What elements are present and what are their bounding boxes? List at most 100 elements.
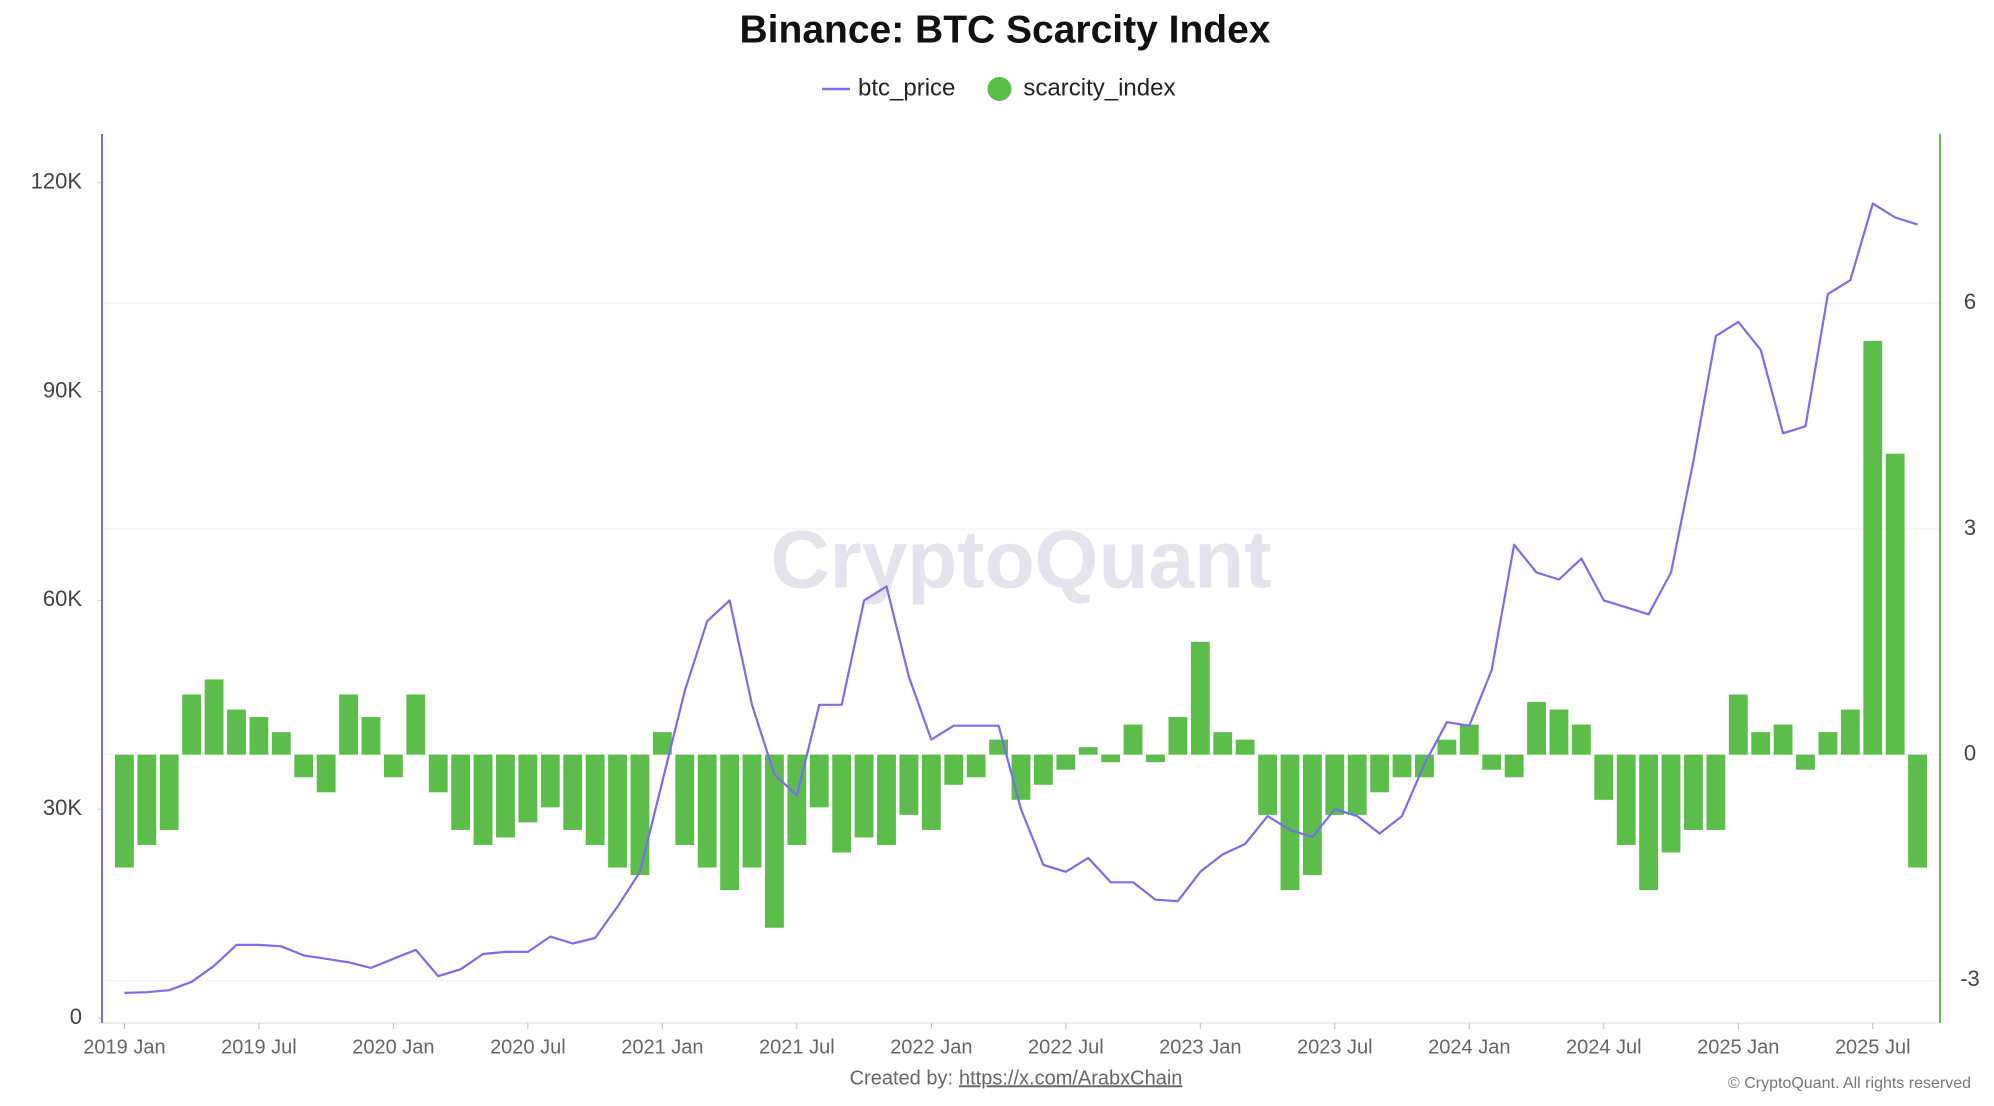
scarcity-bar [1325,754,1345,815]
scarcity-bar [271,732,291,755]
x-tick-label: 2024 Jan [1428,1036,1510,1058]
scarcity-bar [1773,724,1793,755]
chart-title: Binance: BTC Scarcity Index [740,8,1271,51]
x-tick-label: 2025 Jan [1697,1036,1779,1058]
scarcity-bar [1885,453,1905,755]
x-tick-label: 2022 Jan [890,1036,972,1058]
scarcity-bar [249,717,269,755]
scarcity-bar [720,754,740,891]
watermark: CryptoQuant [770,515,1271,606]
scarcity-bar [1146,754,1165,763]
scarcity-bar [1482,754,1502,770]
scarcity-bar [451,754,471,830]
scarcity-bar [1280,754,1300,891]
scarcity-bar [675,754,695,845]
footer-link[interactable]: https://x.com/ArabxChain [959,1067,1182,1089]
scarcity-bar [159,754,179,830]
scarcity-bar [316,754,336,793]
scarcity-bar [1370,754,1390,793]
scarcity-bar [518,754,538,823]
scarcity-bar [765,754,784,928]
y-tick-label: 60K [43,586,82,611]
scarcity-bar [899,754,919,815]
scarcity-bar [1796,754,1815,770]
y2-tick-label: -3 [1960,966,1980,991]
scarcity-bar [1818,732,1838,755]
scarcity-bar [540,754,560,808]
scarcity-bar [1213,732,1233,755]
scarcity-bar [1258,754,1277,815]
copyright: © CryptoQuant. All rights reserved [1728,1075,1971,1092]
scarcity-bar [406,694,426,755]
scarcity-bar [1504,754,1524,778]
price-line [124,202,1918,994]
scarcity-bar [383,754,403,778]
scarcity-bar [585,754,605,845]
scarcity-bar [115,754,134,868]
x-tick-label: 2019 Jul [221,1036,297,1058]
x-tick-label: 2020 Jul [490,1036,566,1058]
x-tick-label: 2025 Jul [1835,1036,1911,1058]
scarcity-bar [1078,747,1098,755]
scarcity-bar [1302,754,1322,876]
legend-swatch [987,77,1012,101]
scarcity-bar [652,732,672,755]
scarcity-bar [1527,702,1546,755]
scarcity-bar [1437,739,1457,755]
x-tick-label: 2021 Jul [759,1036,835,1058]
grid [102,302,1940,981]
legend: btc_price scarcity_index [822,74,1175,101]
scarcity-bar [1616,754,1636,845]
legend-label: scarcity_index [1023,74,1175,101]
scarcity-bar [1684,754,1703,830]
scarcity-bar [137,754,157,845]
scarcity-bar [1190,641,1210,755]
scarcity-bar [1863,340,1883,755]
scarcity-bar [1571,724,1591,755]
y-tick-label: 0 [70,1004,82,1029]
scarcity-bar [339,694,358,755]
scarcity-bar [742,754,762,868]
y2-tick-label: 6 [1964,289,1976,314]
y2-tick-label: 3 [1964,515,1976,540]
scarcity-bar [1347,754,1367,815]
y-tick-label: 90K [43,377,82,402]
scarcity-bar [1168,717,1188,755]
scarcity-bar [204,679,224,755]
x-tick-label: 2024 Jul [1566,1036,1642,1058]
scarcity-bar [1034,754,1053,785]
scarcity-bar [1392,754,1412,778]
scarcity-bar [877,754,896,845]
scarcity-bar [809,754,829,808]
scarcity-bar [854,754,874,838]
scarcity-bar [832,754,852,853]
scarcity-bar [1011,754,1031,800]
scarcity-bar [496,754,515,838]
scarcity-bar [227,709,246,755]
x-tick-label: 2022 Jul [1028,1036,1104,1058]
x-tick-label: 2019 Jan [83,1036,165,1058]
scarcity-bar [1728,694,1748,755]
x-tick-label: 2021 Jan [621,1036,703,1058]
scarcity-bar [563,754,583,830]
scarcity-bar [473,754,493,845]
y2-tick-label: 0 [1964,740,1976,765]
scarcity-bar [1549,709,1569,755]
scarcity-bar [361,717,381,755]
scarcity-bar [1101,754,1121,763]
scarcity-bar [1056,754,1076,770]
legend-label: btc_price [858,74,955,101]
footer-label: Created by: [850,1067,953,1089]
x-tick-label: 2023 Jul [1297,1036,1373,1058]
scarcity-bar [1840,709,1860,755]
scarcity-bar [1235,739,1255,755]
scarcity-bar [1661,754,1681,853]
scarcity-bar [1123,724,1143,755]
scarcity-bar [1459,724,1479,755]
scarcity-bar [428,754,448,793]
scarcity-bar [630,754,650,876]
scarcity-bar [182,694,202,755]
scarcity-bar [608,754,627,868]
